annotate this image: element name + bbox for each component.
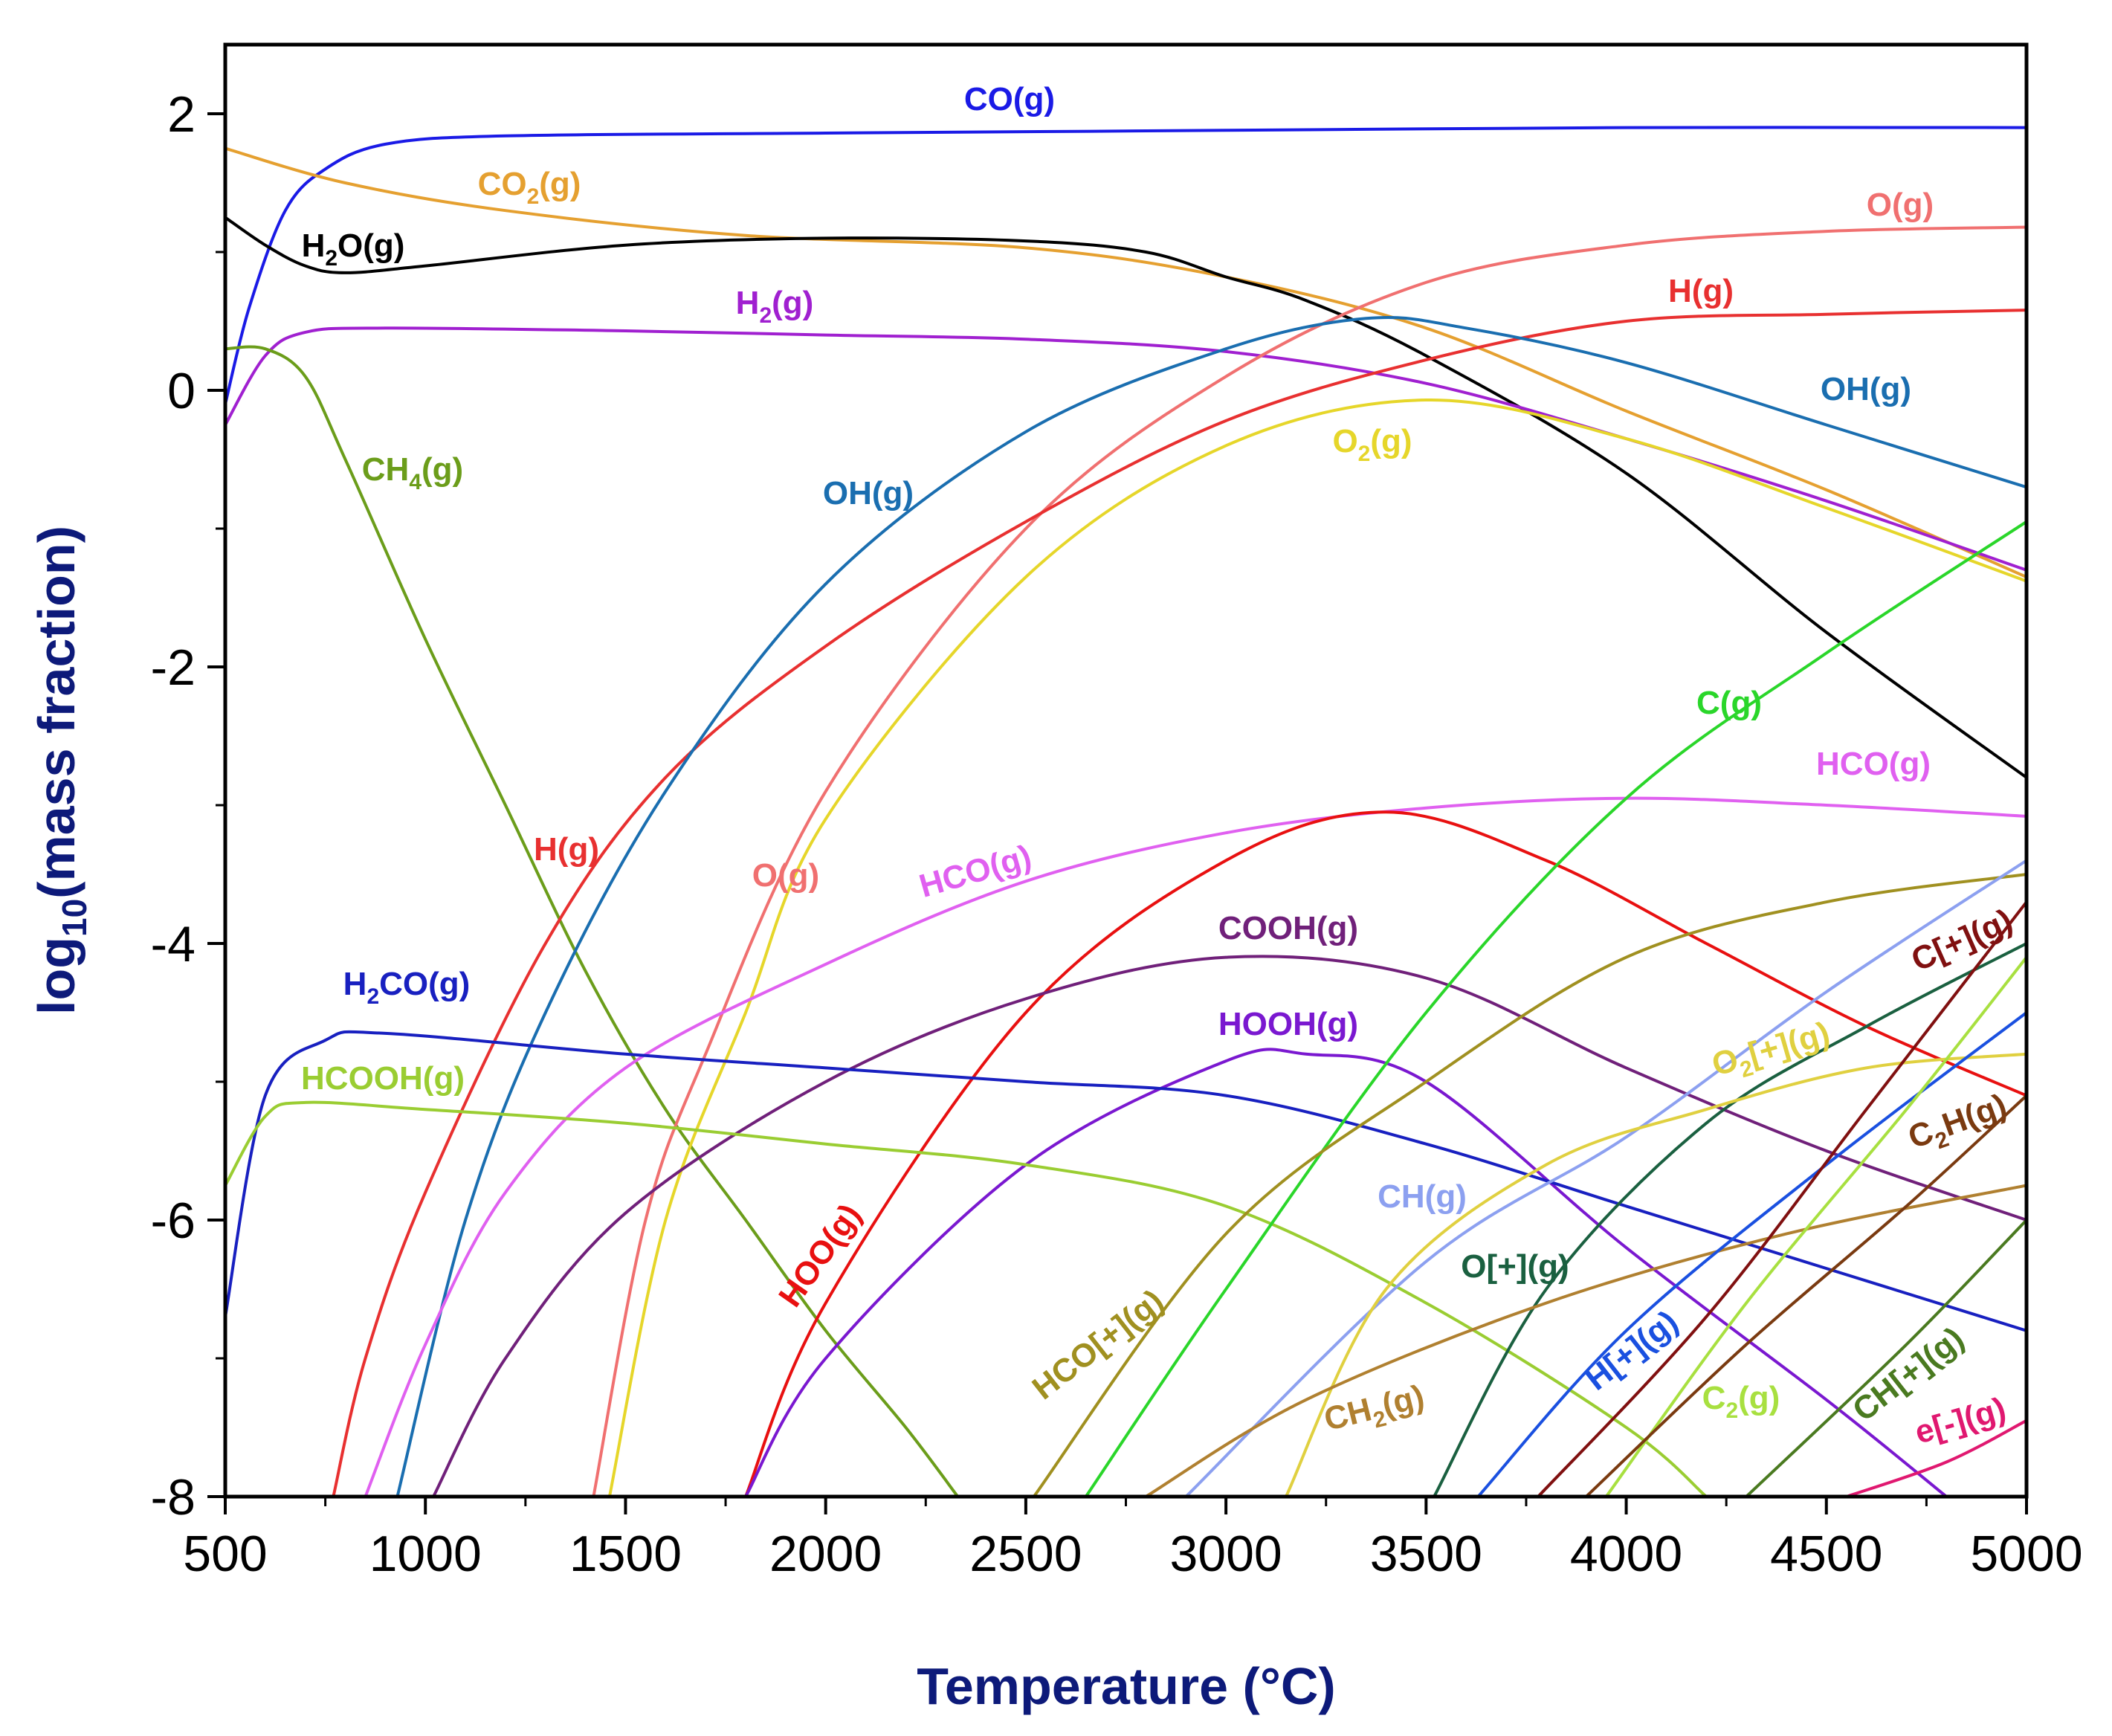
series-label-h-left: H(g) <box>534 831 599 868</box>
series-label-o2: O2(g) <box>1332 423 1412 466</box>
y-tick-label: -4 <box>151 916 196 972</box>
series-line-ch4-g <box>225 345 960 1497</box>
series-label-oh-right: OH(g) <box>1821 371 1911 407</box>
y-tick-label: 2 <box>167 86 196 143</box>
x-tick-label: 2000 <box>769 1526 882 1582</box>
x-axis-title: Temperature (°C) <box>917 1657 1335 1715</box>
series-line-c2h-g <box>1584 1094 2027 1497</box>
y-tick-label: -2 <box>151 639 196 696</box>
series-label-h2co: H2CO(g) <box>343 966 471 1009</box>
series-label-h2o: H2O(g) <box>302 228 405 271</box>
series-line-e-g <box>1844 1419 2027 1497</box>
series-line-o-g <box>1433 942 2027 1497</box>
series-label-o-plus: O[+](g) <box>1461 1248 1569 1285</box>
series-line-oh-g <box>395 315 2027 1497</box>
series-line-o2-g <box>607 398 2027 1497</box>
series-line-co-g <box>225 126 2027 406</box>
x-tick-label: 3000 <box>1169 1526 1282 1582</box>
x-tick-label: 2500 <box>969 1526 1082 1582</box>
x-tick-label: 5000 <box>1970 1526 2082 1582</box>
y-axis-title: log10(mass fraction) <box>28 526 94 1015</box>
series-line-cooh-g <box>432 955 2027 1497</box>
x-tick-label: 500 <box>183 1526 267 1582</box>
plot-area <box>225 45 2027 1497</box>
series-line-c-g <box>1537 900 2027 1497</box>
series-label-ch: CH(g) <box>1378 1178 1467 1215</box>
series-label-h2: H2(g) <box>736 285 814 328</box>
series-label-oh-mid: OH(g) <box>823 475 914 512</box>
series-line-hco-g <box>364 796 2027 1497</box>
series-line-co2-g <box>225 146 2027 579</box>
series-label-hcooh: HCOOH(g) <box>301 1060 465 1097</box>
x-tick-label: 1500 <box>569 1526 682 1582</box>
series-line-h2co-g <box>225 1030 2027 1332</box>
series-line-o-g <box>592 225 2027 1497</box>
tick-layer: 500 1000 1500 2000 2500 3000 3500 4000 4500 5000 2… <box>151 86 2083 1582</box>
series-label-c: C(g) <box>1696 685 1762 721</box>
series-label-cooh: COOH(g) <box>1218 910 1358 946</box>
series-label-c2: C2(g) <box>1702 1380 1780 1423</box>
series-line-c-g <box>1084 520 2027 1497</box>
series-label-co: CO(g) <box>964 81 1055 117</box>
series-line-hcooh-g <box>225 1100 1708 1497</box>
series-line-h2o-g <box>225 216 2027 779</box>
x-tick-label: 4000 <box>1570 1526 1682 1582</box>
series-line-ch-g <box>1184 859 2027 1497</box>
series-line-o2-g <box>1284 1052 2027 1497</box>
x-tick-label: 1000 <box>369 1526 482 1582</box>
y-tick-label: 0 <box>167 363 196 419</box>
series-label-h-right: H(g) <box>1668 273 1734 309</box>
series-label-hco-right: HCO(g) <box>1816 746 1931 782</box>
series-line-h-g <box>1476 1011 2027 1497</box>
series-line-c2-g <box>1604 955 2027 1497</box>
y-tick-label: -6 <box>151 1193 196 1249</box>
series-label-co2: CO2(g) <box>478 166 581 209</box>
series-label-hooh: HOOH(g) <box>1218 1006 1358 1042</box>
y-tick-label: -8 <box>151 1469 196 1526</box>
series-label-ch4: CH4(g) <box>362 451 463 494</box>
series-line-hooh-g <box>744 1048 1948 1497</box>
series-line-hco-g <box>1032 873 2027 1497</box>
series-label-o-left: O(g) <box>752 857 819 894</box>
series-line-ch-g <box>1745 1219 2027 1497</box>
x-tick-label: 3500 <box>1370 1526 1482 1582</box>
series-line-ch2-g <box>1144 1184 2027 1497</box>
series-line-hoo-g <box>744 810 2027 1497</box>
x-tick-label: 4500 <box>1770 1526 1882 1582</box>
series-label-o-right: O(g) <box>1867 187 1934 223</box>
series-line-h-g <box>332 309 2027 1497</box>
series-layer <box>225 126 2027 1497</box>
